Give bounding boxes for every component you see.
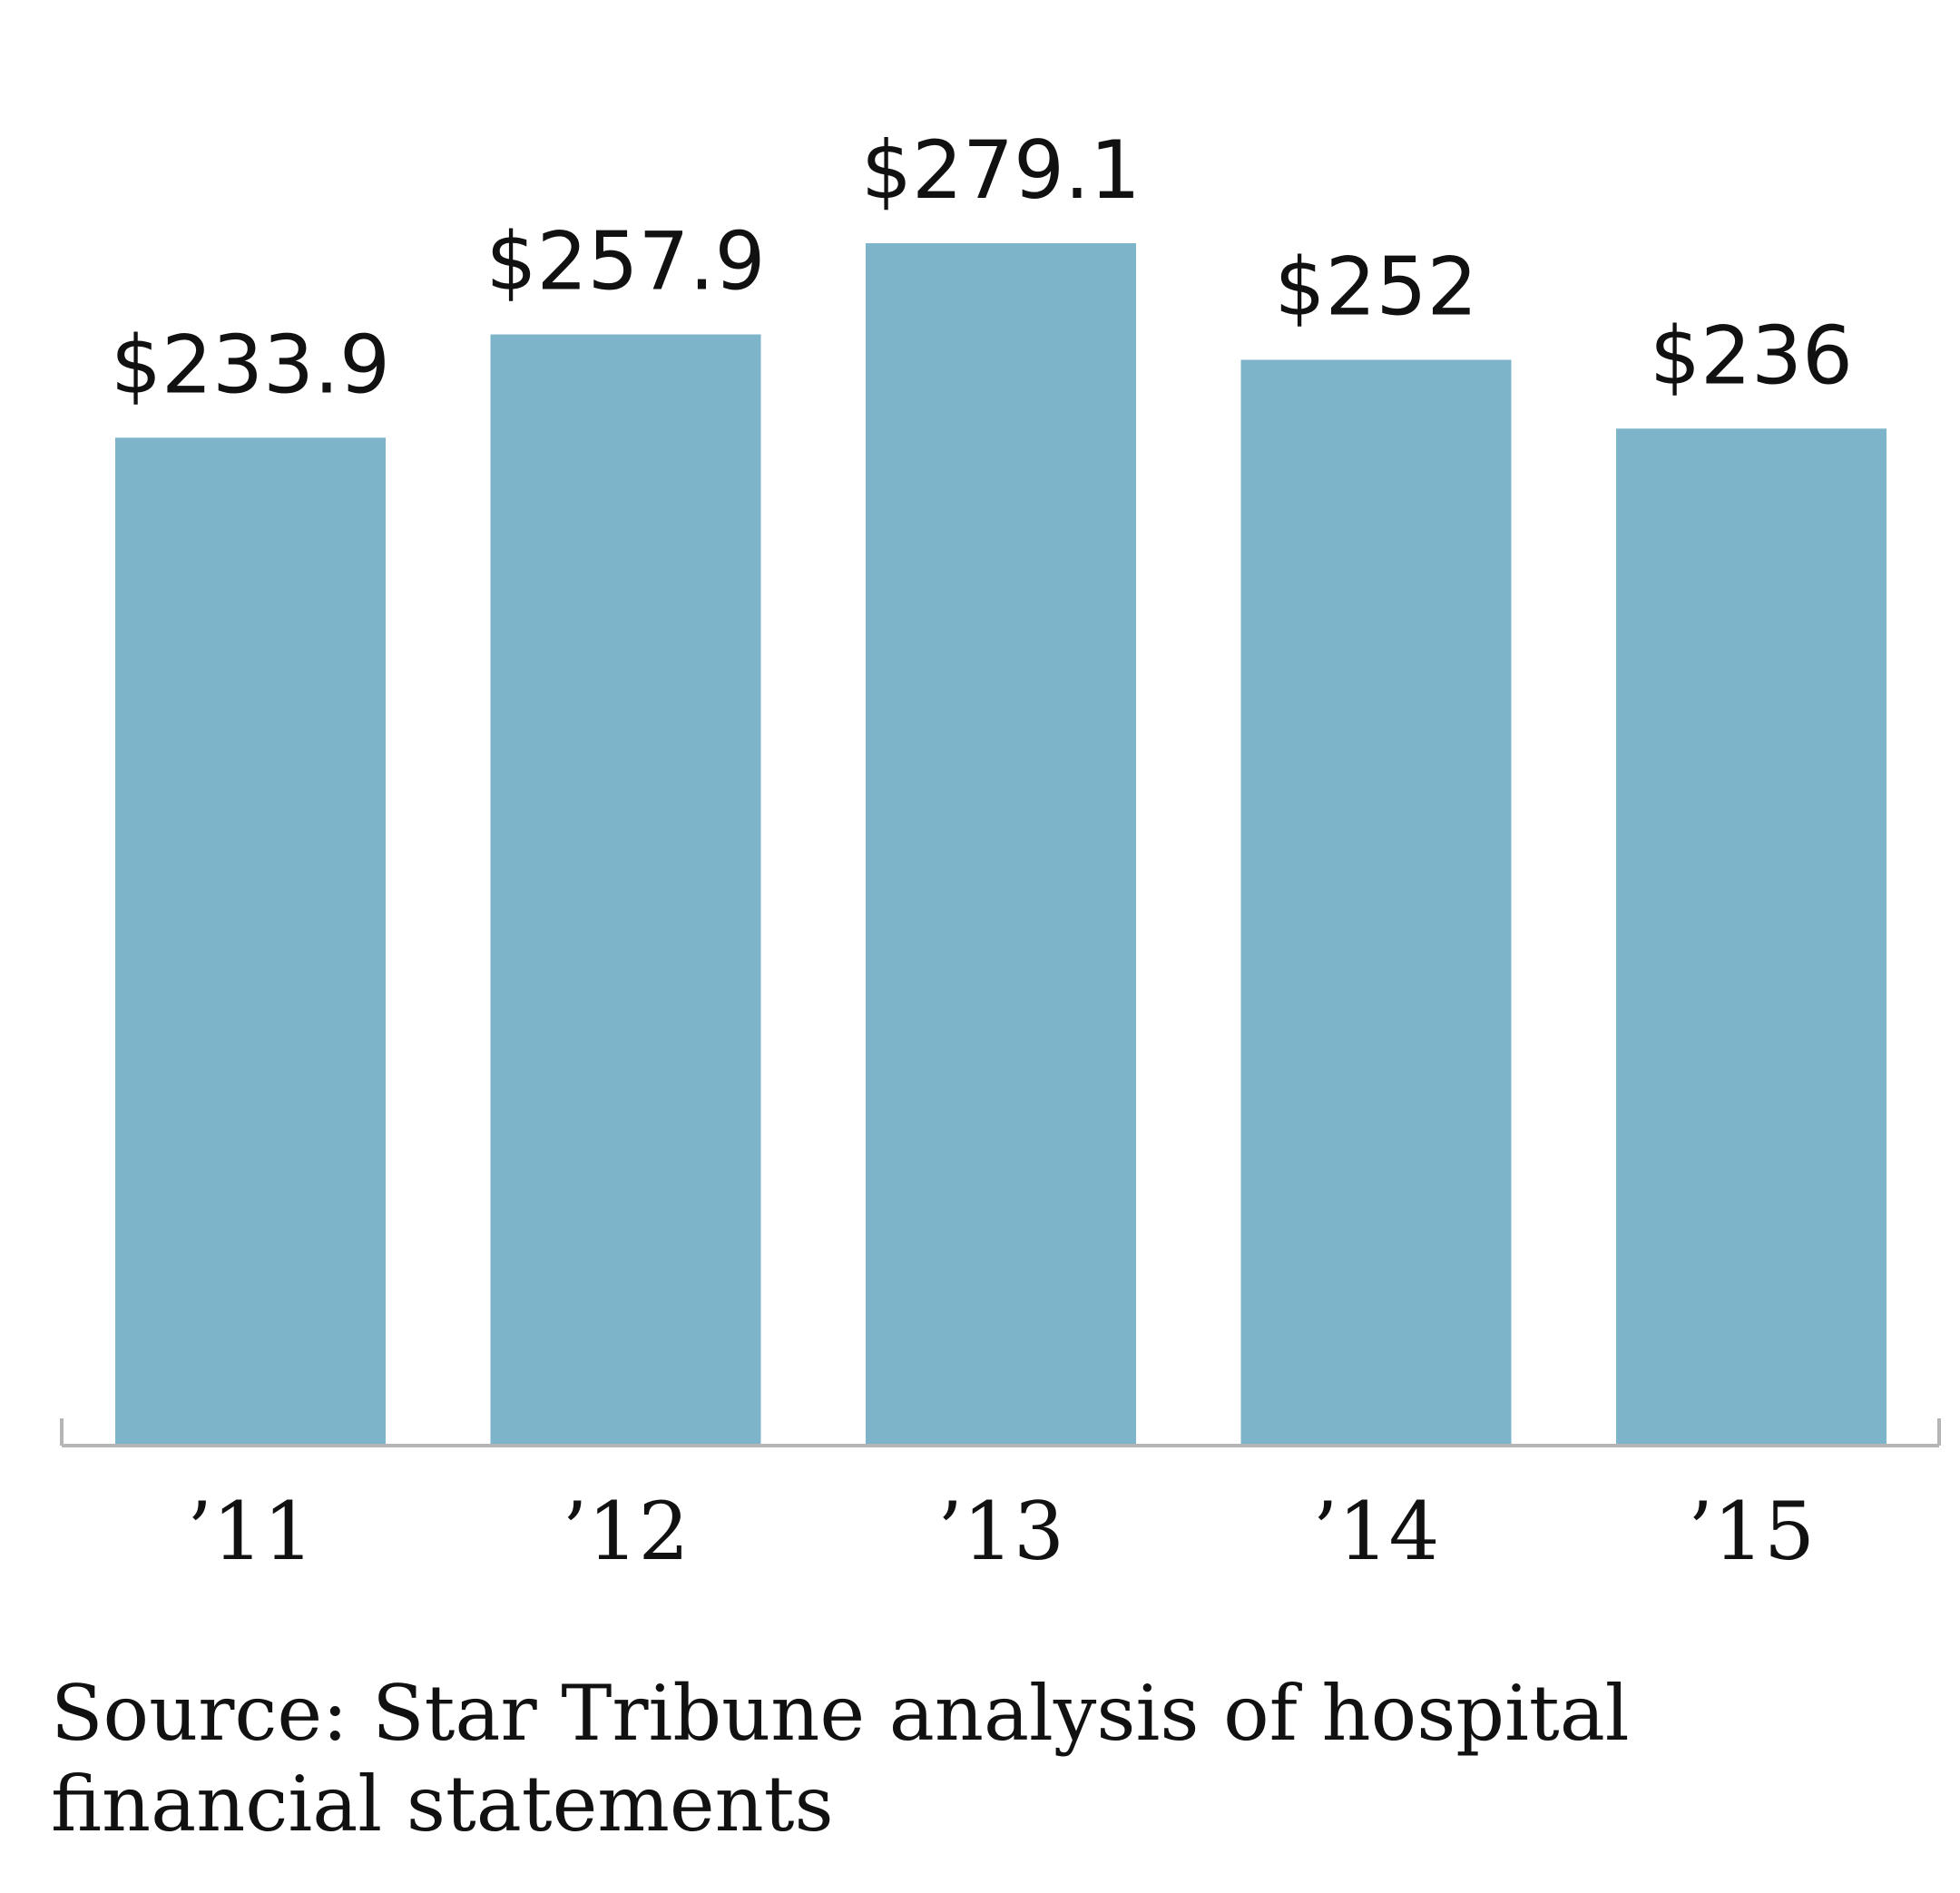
bar [490, 334, 761, 1444]
bar-value-label: $252 [1275, 240, 1478, 334]
bar [1616, 428, 1886, 1444]
bars-group [115, 243, 1886, 1444]
x-tick-label: ’12 [563, 1485, 690, 1578]
bar [115, 437, 386, 1444]
bar [866, 243, 1136, 1444]
bar-value-label: $257.9 [486, 215, 766, 309]
bar [1240, 359, 1512, 1444]
x-tick-label: ’15 [1688, 1485, 1815, 1578]
bar-chart: $233.9$257.9$279.1$252$236 ’11’12’13’14’… [60, 123, 1941, 1578]
value-labels-group: $233.9 $257.9 $279.1 $252 $236 [111, 123, 1853, 411]
bar-value-label: $279.1 [861, 123, 1141, 217]
bar-value-label: $233.9 [111, 318, 390, 411]
bar-value-label: $236 [1650, 309, 1853, 402]
x-tick-label: ’13 [937, 1485, 1064, 1578]
source-note: Source: Star Tribune analysis of hospita… [51, 1669, 1630, 1849]
x-tick-labels-group: ’11 ’12 ’13 ’14 ’15 [187, 1485, 1815, 1578]
x-tick-label: ’14 [1313, 1485, 1440, 1578]
x-tick-label: ’11 [187, 1485, 314, 1578]
